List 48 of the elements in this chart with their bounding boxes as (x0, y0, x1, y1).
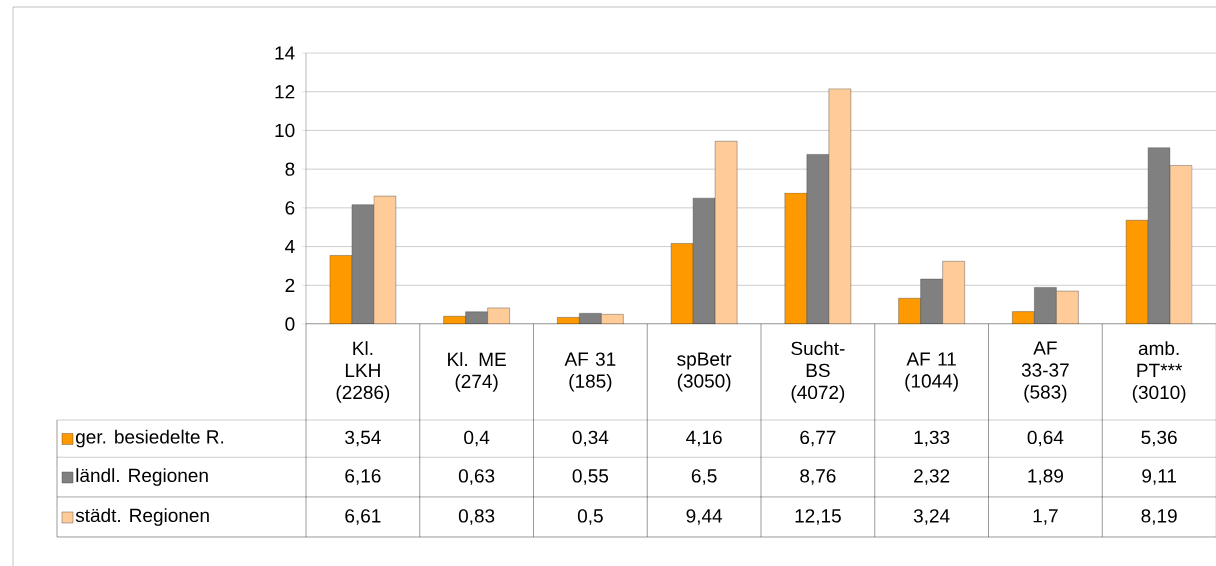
x-tick-label: AF 33-37 (583) (1021, 341, 1069, 403)
bar (351, 204, 375, 324)
data-label: 1,33 (914, 430, 950, 447)
x-tick-label: Kl. LKH (2286) (336, 341, 390, 403)
legend-label: ländl. Regionen (76, 468, 208, 486)
y-tick-label: 0 (285, 317, 295, 331)
y-tick-label: 4 (285, 240, 295, 254)
y-tick-label: 2 (285, 278, 295, 292)
data-label: 0,55 (572, 469, 609, 485)
data-label: 0,83 (458, 509, 495, 525)
data-label: 6,16 (345, 469, 381, 485)
data-label: 0,34 (572, 430, 609, 447)
x-tick-label: Sucht-BS (4072) (791, 341, 845, 403)
data-label: 2,32 (914, 469, 950, 485)
data-label: 9,11 (1142, 469, 1176, 485)
bar (1034, 287, 1057, 324)
y-tick-label: 12 (275, 85, 295, 99)
data-label: 12,15 (795, 509, 841, 525)
data-label: 1,7 (1033, 509, 1058, 525)
data-label: 6,61 (345, 509, 381, 525)
data-label: 9,44 (686, 509, 723, 525)
x-tick-label: Kl. ME (274) (448, 352, 506, 392)
bar (692, 197, 716, 324)
data-label: 0,63 (458, 469, 495, 485)
y-tick-label: 8 (285, 162, 295, 176)
legend-label: ger. besiedelte R. (76, 429, 224, 448)
data-label: 8,19 (1141, 509, 1177, 525)
y-tick-label: 6 (285, 201, 295, 215)
data-label: 3,24 (913, 509, 950, 525)
x-tick-label: AF 31 (185) (564, 352, 616, 392)
x-tick-label: amb. PT*** (3010) (1132, 341, 1186, 403)
data-label: 0,64 (1027, 430, 1064, 447)
data-label: 0,5 (577, 509, 603, 525)
data-label: 6,5 (691, 469, 717, 485)
x-tick-label: spBetr (3050) (677, 352, 732, 392)
legend-label: städt. Regionen (75, 508, 209, 526)
bar (1147, 147, 1171, 324)
data-label: 8,76 (800, 469, 836, 485)
y-tick-label: 14 (275, 46, 295, 60)
data-label: 4,16 (686, 430, 722, 447)
y-tick-label: 10 (275, 123, 295, 138)
data-label: 5,36 (1141, 430, 1177, 447)
data-label: 1,89 (1028, 469, 1063, 485)
bar (806, 154, 830, 324)
data-label: 0,4 (464, 430, 490, 447)
data-label: 6,77 (800, 430, 836, 447)
data-label: 3,54 (345, 430, 381, 447)
x-tick-label: AF 11 (1044) (905, 352, 958, 392)
